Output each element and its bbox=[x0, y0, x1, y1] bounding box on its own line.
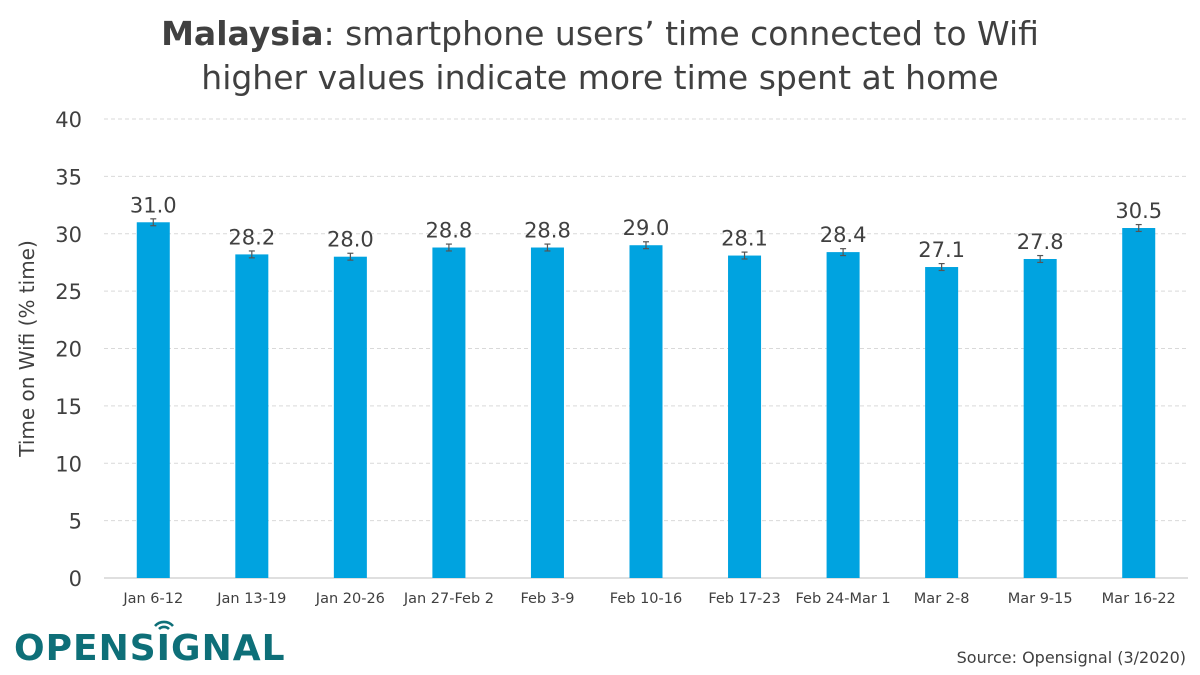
x-tick-label: Feb 3-9 bbox=[520, 591, 574, 607]
data-label: 31.0 bbox=[130, 193, 177, 217]
y-tick-label: 30 bbox=[55, 223, 82, 247]
x-tick-label: Jan 20-26 bbox=[315, 591, 385, 607]
bar bbox=[1023, 258, 1057, 578]
chart-title-block: Malaysia: smartphone users’ time connect… bbox=[0, 12, 1200, 100]
logo-text-part2: I bbox=[156, 627, 172, 669]
data-label: 28.8 bbox=[524, 219, 571, 243]
source-note: Source: Opensignal (3/2020) bbox=[956, 648, 1186, 667]
y-tick-label: 5 bbox=[69, 510, 82, 534]
x-tick-label: Jan 6-12 bbox=[122, 591, 183, 607]
x-tick-label: Feb 10-16 bbox=[610, 591, 682, 607]
logo-text-part3: GNAL bbox=[171, 627, 286, 669]
logo-text-part1: OPENS bbox=[14, 627, 157, 669]
x-tick-label: Jan 13-19 bbox=[216, 591, 286, 607]
chart-title: Malaysia: smartphone users’ time connect… bbox=[0, 12, 1200, 56]
y-tick-label: 0 bbox=[69, 567, 82, 591]
data-label: 27.1 bbox=[918, 238, 965, 262]
chart-title-country: Malaysia bbox=[161, 14, 324, 53]
data-label: 28.1 bbox=[721, 227, 768, 251]
chart-title-rest: : smartphone users’ time connected to Wi… bbox=[323, 14, 1039, 53]
bar bbox=[925, 267, 959, 578]
x-tick-label: Mar 2-8 bbox=[914, 591, 970, 607]
bar bbox=[728, 255, 762, 579]
wifi-icon bbox=[153, 620, 174, 630]
data-label: 27.8 bbox=[1017, 230, 1064, 254]
bar bbox=[235, 254, 269, 578]
data-label: 28.2 bbox=[228, 225, 275, 249]
bar bbox=[1122, 228, 1156, 578]
y-tick-label: 15 bbox=[55, 395, 82, 419]
y-tick-label: 20 bbox=[55, 338, 82, 362]
data-label: 29.0 bbox=[623, 216, 670, 240]
bar bbox=[432, 247, 466, 578]
bar bbox=[136, 222, 170, 578]
x-tick-label: Feb 24-Mar 1 bbox=[796, 591, 891, 607]
y-axis-title: Time on Wifi (% time) bbox=[15, 240, 39, 458]
data-label: 28.4 bbox=[820, 223, 867, 247]
data-label: 28.8 bbox=[426, 219, 473, 243]
y-tick-label: 25 bbox=[55, 280, 82, 304]
logo-i-with-wifi-icon: I bbox=[153, 620, 174, 669]
bar bbox=[826, 252, 860, 579]
x-tick-label: Feb 17-23 bbox=[708, 591, 780, 607]
bar bbox=[333, 256, 367, 578]
y-tick-label: 40 bbox=[55, 108, 82, 132]
opensignal-logo: OPENS I GNAL bbox=[14, 620, 286, 669]
data-label: 28.0 bbox=[327, 228, 374, 252]
bar bbox=[629, 245, 663, 578]
y-tick-label: 10 bbox=[55, 452, 82, 476]
y-tick-label: 35 bbox=[55, 165, 82, 189]
data-label: 30.5 bbox=[1115, 199, 1162, 223]
x-tick-label: Jan 27-Feb 2 bbox=[403, 591, 494, 607]
x-tick-label: Mar 16-22 bbox=[1102, 591, 1176, 607]
bar bbox=[530, 247, 564, 578]
chart-subtitle: higher values indicate more time spent a… bbox=[201, 58, 999, 97]
x-tick-label: Mar 9-15 bbox=[1008, 591, 1073, 607]
